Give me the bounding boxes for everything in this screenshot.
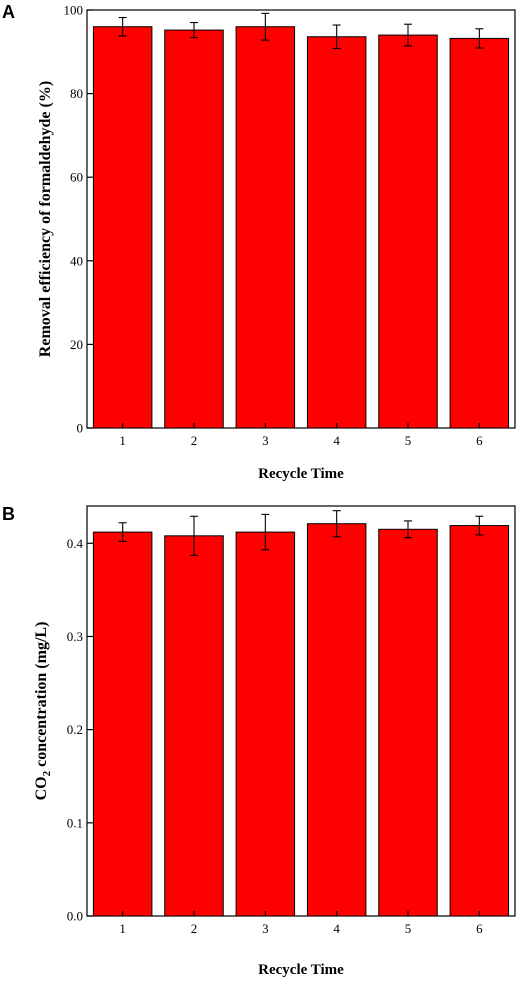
y-tick-label: 0: [77, 421, 84, 436]
x-tick-label: 2: [191, 433, 198, 448]
y-tick-label: 40: [70, 253, 83, 268]
y-tick-label: 60: [70, 170, 83, 185]
x-tick-label: 1: [119, 433, 126, 448]
x-tick-label: 3: [262, 433, 269, 448]
bar: [449, 525, 510, 917]
x-tick-label: 5: [405, 433, 412, 448]
y-tick-label: 0.0: [67, 909, 83, 924]
panel-a-x-axis-title: Recycle Time: [258, 466, 344, 482]
x-tick-label: 6: [476, 921, 483, 936]
x-tick-label: 2: [191, 921, 198, 936]
panel-b-y-axis-title-rest: concentration (mg/L): [33, 622, 50, 771]
panel-a-y-axis-title: Removal efficiency of formaldehyde (%): [37, 81, 54, 357]
y-tick-label: 80: [70, 86, 83, 101]
panel-b-label: B: [2, 504, 15, 524]
y-tick-label: 0.3: [67, 629, 83, 644]
panel-b-y-axis-title: CO2 concentration (mg/L): [33, 622, 53, 801]
bar: [378, 34, 438, 429]
bar: [92, 26, 153, 429]
x-tick-label: 6: [476, 433, 483, 448]
bar: [164, 29, 224, 429]
bar: [235, 531, 296, 917]
x-tick-label: 3: [262, 921, 269, 936]
panel-b-y-ticks: 0.0 0.1 0.2 0.3 0.4: [67, 536, 93, 924]
y-tick-label: 20: [70, 337, 83, 352]
bar: [449, 37, 510, 429]
panel-b-x-ticks: 1 2 3 4 5 6: [119, 911, 483, 936]
panel-a-bars: [92, 12, 510, 429]
x-tick-label: 1: [119, 921, 126, 936]
bar: [306, 523, 367, 917]
x-tick-label: 5: [405, 921, 412, 936]
y-tick-label: 0.1: [67, 815, 83, 830]
y-tick-label: 0.2: [67, 722, 83, 737]
panel-b-plot-frame: [86, 505, 516, 917]
panel-a-y-ticks: 0 20 40 60 80 100: [64, 3, 93, 436]
x-tick-label: 4: [333, 921, 340, 936]
panel-a-label: A: [2, 2, 15, 22]
bar: [235, 26, 296, 429]
panel-b-y-axis-title-main: CO: [33, 776, 50, 800]
panel-b-y-axis-title-subscript: 2: [41, 770, 53, 776]
bar: [92, 531, 153, 917]
panel-a-plot-frame: [86, 9, 516, 429]
x-tick-label: 4: [333, 433, 340, 448]
y-tick-label: 100: [64, 3, 84, 18]
panel-a-x-ticks: 1 2 3 4 5 6: [119, 423, 483, 448]
panel-b: B 0.0 0.1 0.2 0.3 0.4 1 2 3 4 5 6 Recycle Time CO…: [2, 504, 516, 978]
panel-b-bars: [92, 510, 510, 917]
y-tick-label: 0.4: [67, 536, 84, 551]
panel-a: A 0 20 40 60 80 100 1 2 3 4 5 6 Recycle Time Remov…: [2, 2, 516, 482]
panel-b-x-axis-title: Recycle Time: [258, 962, 344, 978]
bar: [378, 528, 438, 917]
bar: [306, 36, 367, 429]
bar: [164, 535, 224, 917]
